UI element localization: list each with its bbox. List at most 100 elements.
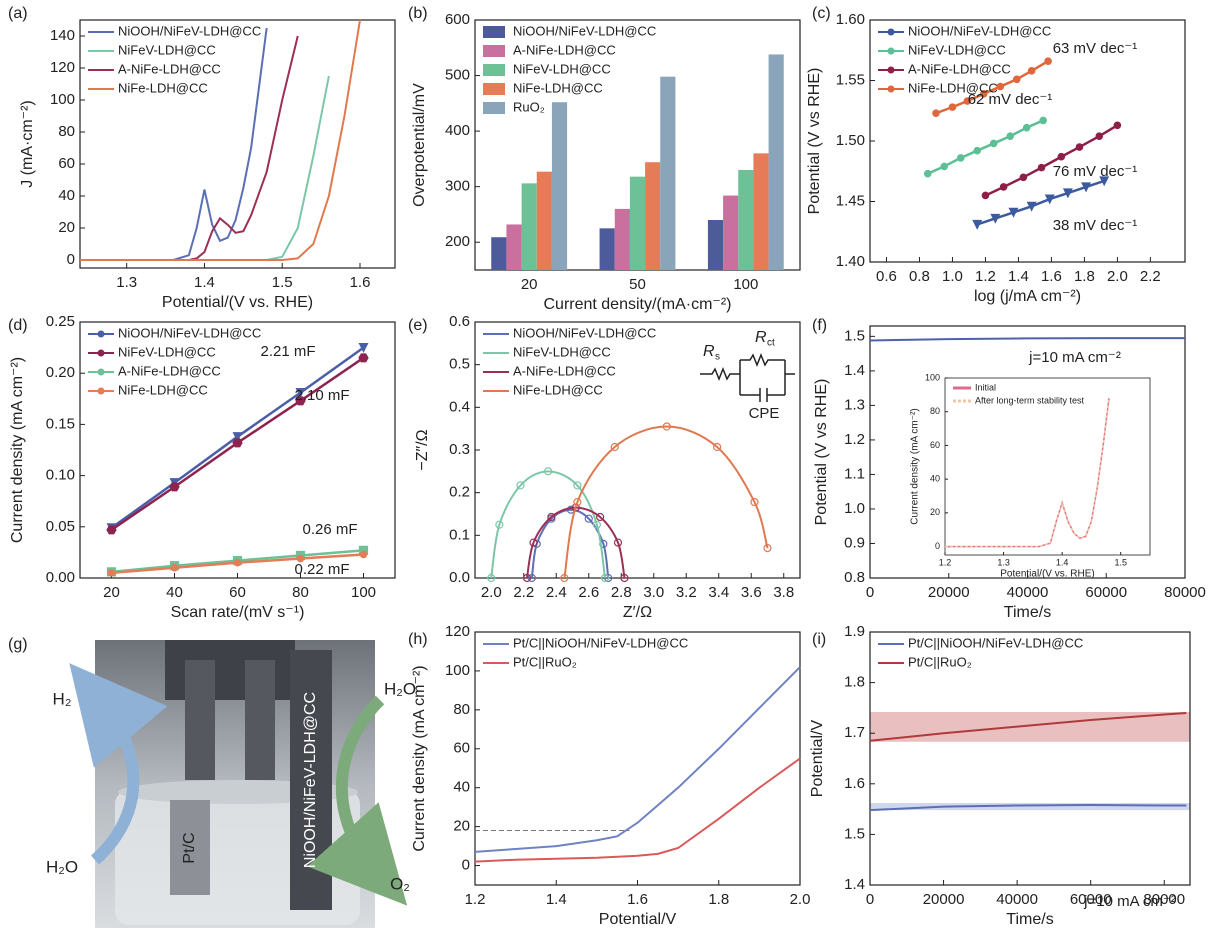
y-tick-label: 1.6 [844, 775, 865, 792]
bar [536, 171, 552, 270]
y-tick-label: 0.2 [449, 484, 470, 501]
marker [359, 550, 368, 559]
bar [629, 176, 646, 270]
x-tick-label: 2.0 [481, 584, 502, 601]
y-tick-label: 0.0 [449, 569, 470, 586]
legend-label: Pt/C||NiOOH/NiFeV-LDH@CC [908, 635, 1083, 650]
y-tick-label: 20 [58, 219, 75, 236]
x-tick-label: 2.6 [578, 584, 599, 601]
y-tick-label: 0.3 [449, 441, 470, 458]
legend-label: NiOOH/NiFeV-LDH@CC [513, 23, 656, 38]
legend-swatch [483, 26, 505, 38]
annotation: 0.22 mF [294, 561, 349, 578]
marker [940, 162, 949, 171]
marker [613, 538, 623, 547]
y-tick-label: 600 [445, 11, 470, 28]
series-line [945, 398, 1110, 548]
panel-label: (f) [812, 317, 827, 334]
x-tick-label: 3.0 [643, 584, 664, 601]
legend-swatch [483, 83, 505, 95]
y-tick-label: 120 [50, 59, 75, 76]
legend-marker [97, 368, 105, 376]
bar [723, 195, 739, 270]
marker [358, 353, 369, 363]
y-tick-label: 20 [453, 818, 470, 835]
panel-label: (d) [8, 317, 28, 334]
marker [999, 183, 1008, 191]
photo-label: H₂ [53, 689, 72, 708]
y-tick-label: 1.4 [844, 876, 865, 893]
marker [972, 219, 983, 230]
o2-arrow [307, 695, 408, 906]
marker [573, 497, 582, 507]
marker [1012, 75, 1021, 84]
series-line [945, 398, 1110, 548]
fit-line [563, 425, 769, 579]
y-tick-label: 1.9 [844, 623, 865, 640]
circuit-label: R [703, 343, 715, 360]
y-tick-label: 0.25 [46, 313, 75, 330]
marker [1019, 173, 1028, 182]
legend-label: NiFeV-LDH@CC [908, 42, 1006, 57]
legend-swatch [483, 102, 505, 114]
x-tick-label: 50 [629, 276, 646, 293]
circuit-label: s [715, 352, 720, 363]
photo-label: O₂ [390, 874, 410, 893]
y-tick-label: 0.4 [449, 398, 470, 415]
fit-line [526, 506, 626, 579]
marker [592, 520, 601, 529]
x-tick-label: 3.6 [741, 584, 762, 601]
marker [1081, 182, 1092, 193]
marker [1095, 132, 1104, 140]
panel-label: (i) [812, 631, 826, 648]
annotation: 63 mV dec⁻¹ [1053, 40, 1138, 57]
pt-electrode [170, 800, 210, 895]
marker [1075, 143, 1084, 151]
x-axis-label: Potential/(V vs. RHE) [1000, 569, 1094, 580]
x-tick-label: 2.4 [546, 584, 567, 601]
circuit-label: R [755, 329, 767, 346]
x-tick-label: 0 [866, 891, 874, 908]
y-tick-label: 0.05 [46, 518, 75, 535]
x-tick-label: 3.4 [708, 584, 729, 601]
fit-line [490, 470, 606, 579]
x-tick-label: 1.0 [942, 268, 963, 285]
y-tick-label: 120 [445, 623, 470, 640]
marker [662, 422, 671, 431]
circuit [700, 352, 795, 402]
bar [753, 153, 769, 270]
x-tick-label: 1.4 [194, 274, 215, 291]
y-tick-label: 0.1 [449, 526, 470, 543]
marker [1039, 116, 1047, 125]
marker [522, 573, 532, 583]
marker [487, 573, 496, 583]
circuit-label: ct [767, 338, 775, 349]
legend-label: NiFeV-LDH@CC [118, 344, 216, 359]
panel-label: (h) [408, 631, 428, 648]
x-axis-label: Scan rate/(mV s⁻¹) [171, 604, 305, 621]
x-tick-label: 1.2 [975, 268, 996, 285]
x-axis-label: Z′/Ω [623, 604, 652, 621]
marker [232, 438, 243, 448]
x-tick-label: 2.8 [611, 584, 632, 601]
bar [491, 237, 507, 270]
marker [295, 388, 306, 398]
y-axis-label: J (mA·cm⁻²) [19, 100, 36, 188]
y-tick-label: 1.60 [836, 11, 865, 28]
marker [990, 213, 1001, 224]
y-tick-label: 0.10 [46, 467, 75, 484]
y-tick-label: 1.7 [844, 724, 865, 741]
marker [295, 396, 306, 406]
bar [551, 102, 568, 270]
x-axis-label: Potential/(V vs. RHE) [162, 294, 313, 311]
circuit-wire [739, 352, 795, 396]
legend-label: Initial [975, 382, 996, 392]
y-tick-label: 0 [67, 251, 75, 268]
y-tick-label: 1.0 [844, 500, 865, 517]
y-tick-label: 0.6 [449, 313, 470, 330]
legend-marker [887, 47, 895, 55]
annotation: j=10 mA cm⁻² [1083, 893, 1176, 910]
y-axis-label: Overpotential/mV [411, 83, 428, 207]
marker [948, 103, 957, 111]
marker [233, 558, 242, 567]
